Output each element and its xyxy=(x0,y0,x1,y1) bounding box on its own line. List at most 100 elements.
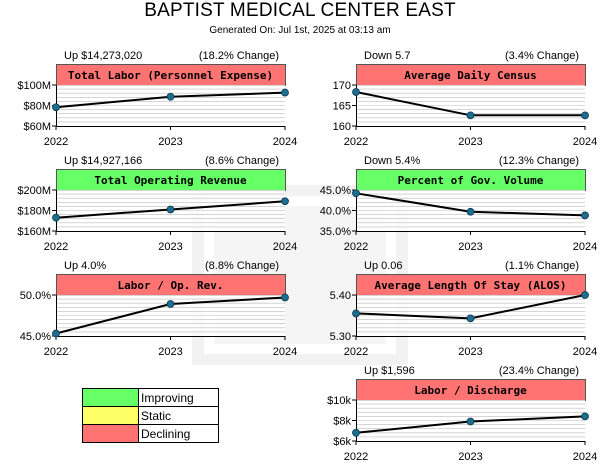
legend-swatch xyxy=(82,388,139,407)
legend-row: Static xyxy=(82,406,219,425)
x-tick-label: 2024 xyxy=(573,346,597,358)
data-point xyxy=(466,207,475,216)
y-tick-label: $6k xyxy=(333,436,351,448)
change-summary: Down 5.7 xyxy=(364,50,410,62)
x-tick-label: 2024 xyxy=(573,136,597,148)
chart-panel: Down 5.7 (3.4% Change) Average Daily Censu… xyxy=(333,50,598,148)
change-percent: (23.4% Change) xyxy=(499,365,579,377)
x-tick-label: 2022 xyxy=(344,451,368,463)
page-title: BAPTIST MEDICAL CENTER EAST xyxy=(144,0,456,21)
data-point xyxy=(166,92,175,101)
change-percent: (3.4% Change) xyxy=(505,50,579,62)
change-summary: Up $14,927,166 xyxy=(64,155,142,167)
data-point xyxy=(581,111,589,120)
data-point xyxy=(166,205,175,214)
x-tick-label: 2024 xyxy=(273,136,297,148)
x-tick-label: 2024 xyxy=(573,241,597,253)
data-point xyxy=(281,88,289,97)
y-tick-label: 45.0% xyxy=(20,331,51,343)
y-tick-label: 45.0% xyxy=(320,185,351,197)
data-point xyxy=(281,293,289,302)
generated-timestamp: Generated On: Jul 1st, 2025 at 03:13 am xyxy=(209,25,391,36)
data-point xyxy=(581,291,589,299)
chart-panel: Up 4.0% (8.8% Change) Labor / Op. Rev. 45.0… xyxy=(20,260,297,358)
y-tick-label: $10k xyxy=(327,395,351,407)
data-point xyxy=(466,417,475,426)
change-summary: Up 4.0% xyxy=(64,260,106,272)
change-percent: (8.8% Change) xyxy=(205,260,279,272)
data-point xyxy=(166,300,175,308)
y-tick-label: $200M xyxy=(17,185,51,197)
y-tick-label: $100M xyxy=(17,80,51,92)
data-point xyxy=(281,197,289,206)
x-tick-label: 2024 xyxy=(573,451,597,463)
chart-panel: Up $14,273,020 (18.2% Change) Total Labor … xyxy=(17,50,297,148)
change-summary: Up $14,273,020 xyxy=(64,50,142,62)
y-tick-label: $160M xyxy=(17,226,51,238)
y-tick-label: 5.40 xyxy=(330,290,351,302)
chart-panel: Down 5.4% (12.3% Change) Percent of Gov. V… xyxy=(320,155,597,253)
change-percent: (12.3% Change) xyxy=(499,155,579,167)
legend-swatch xyxy=(82,406,139,425)
legend-label: Static xyxy=(138,406,219,425)
change-summary: Down 5.4% xyxy=(364,155,420,167)
x-tick-label: 2022 xyxy=(44,241,68,253)
panel-title: Total Labor (Personnel Expense) xyxy=(68,69,273,82)
data-point xyxy=(352,309,360,318)
change-summary: Up 0.06 xyxy=(364,260,403,272)
x-tick-label: 2023 xyxy=(458,451,482,463)
legend-row: Declining xyxy=(82,424,219,443)
x-tick-label: 2023 xyxy=(158,136,182,148)
x-tick-label: 2022 xyxy=(344,136,368,148)
x-tick-label: 2023 xyxy=(458,346,482,358)
y-tick-label: 5.30 xyxy=(330,331,351,343)
x-tick-label: 2022 xyxy=(344,346,368,358)
y-tick-label: 40.0% xyxy=(320,206,351,218)
chart-panel: Up $1,596 (23.4% Change) Labor / Discharge… xyxy=(327,365,597,463)
data-point xyxy=(52,329,60,338)
panel-title: Percent of Gov. Volume xyxy=(398,174,544,187)
panel-title: Average Length Of Stay (ALOS) xyxy=(374,279,566,292)
y-tick-label: 170 xyxy=(333,80,351,92)
panel-title: Labor / Op. Rev. xyxy=(118,279,224,292)
data-point xyxy=(52,103,60,112)
y-tick-label: 35.0% xyxy=(320,226,351,238)
legend: Improving Static Declining xyxy=(82,388,219,443)
y-tick-label: $180M xyxy=(17,206,51,218)
legend-label: Improving xyxy=(138,388,219,407)
panel-title: Average Daily Census xyxy=(404,69,536,82)
y-tick-label: $8k xyxy=(333,416,351,428)
x-tick-label: 2022 xyxy=(344,241,368,253)
legend-row: Improving xyxy=(82,388,219,407)
x-tick-label: 2022 xyxy=(44,136,68,148)
data-point xyxy=(581,412,589,421)
data-point xyxy=(352,88,360,96)
panel-title: Total Operating Revenue xyxy=(94,174,247,187)
data-point xyxy=(52,213,60,222)
change-percent: (18.2% Change) xyxy=(199,50,279,62)
data-point xyxy=(581,211,589,220)
x-tick-label: 2023 xyxy=(158,241,182,253)
chart-panel: Up $14,927,166 (8.6% Change) Total Operati… xyxy=(17,155,297,253)
change-percent: (8.6% Change) xyxy=(205,155,279,167)
data-point xyxy=(466,111,475,120)
x-tick-label: 2023 xyxy=(458,241,482,253)
data-point xyxy=(352,189,360,198)
x-tick-label: 2023 xyxy=(458,136,482,148)
chart-panel: Up 0.06 (1.1% Change) Average Length Of St… xyxy=(330,260,598,358)
y-tick-label: 50.0% xyxy=(20,290,51,302)
y-tick-label: 160 xyxy=(333,121,351,133)
x-tick-label: 2022 xyxy=(44,346,68,358)
change-summary: Up $1,596 xyxy=(364,365,415,377)
legend-swatch xyxy=(82,424,139,443)
y-tick-label: $80M xyxy=(23,101,51,113)
x-tick-label: 2024 xyxy=(273,241,297,253)
y-tick-label: $60M xyxy=(23,121,51,133)
legend-label: Declining xyxy=(138,424,219,443)
y-tick-label: 165 xyxy=(333,101,351,113)
panel-title: Labor / Discharge xyxy=(414,384,527,397)
x-tick-label: 2024 xyxy=(273,346,297,358)
data-point xyxy=(352,428,360,437)
x-tick-label: 2023 xyxy=(158,346,182,358)
